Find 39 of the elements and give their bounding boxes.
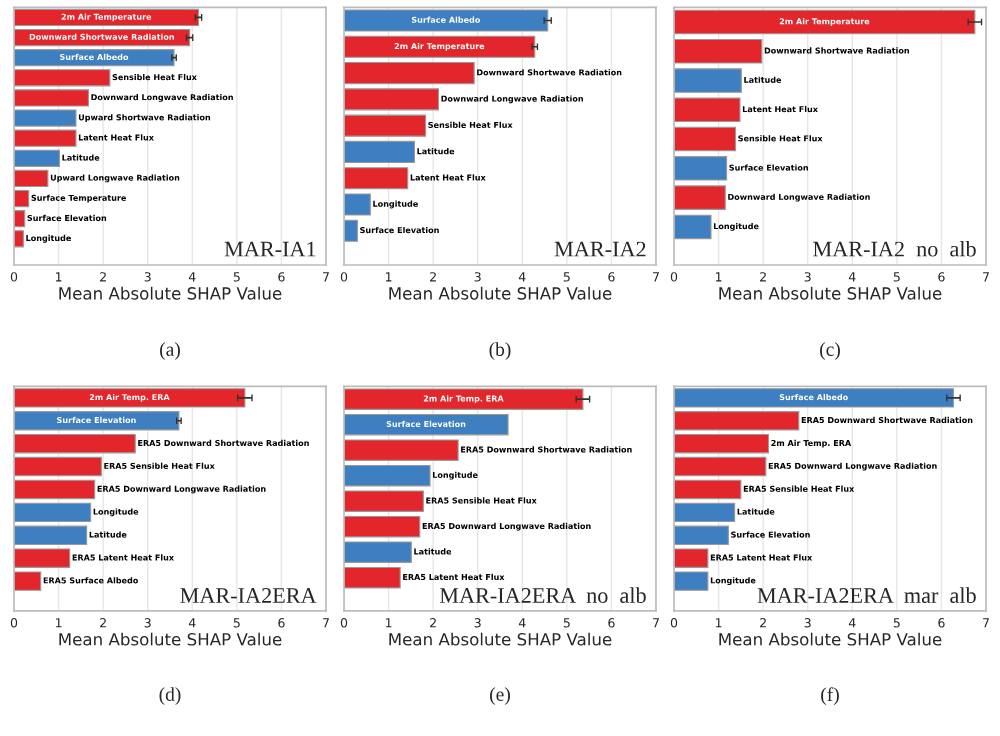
x-axis-title: Mean Absolute SHAP Value — [59, 632, 282, 646]
annotation: MAR-IA2ERA — [180, 588, 317, 603]
x-axis-title: Mean Absolute SHAP Value — [59, 286, 282, 300]
x-axis-title: Mean Absolute SHAP Value — [389, 286, 612, 300]
x-axis-title: Mean Absolute SHAP Value — [719, 286, 942, 300]
annotation: MAR-IA2ERA mar alb — [757, 587, 976, 603]
text: (a) — [160, 342, 180, 360]
annotation: MAR-IA2ERA no alb — [439, 587, 646, 603]
bar — [674, 479, 742, 500]
bar — [344, 388, 584, 410]
bar — [674, 185, 726, 210]
bar — [344, 140, 415, 164]
bar — [674, 97, 741, 123]
bar — [674, 126, 737, 152]
bar — [674, 456, 767, 477]
bar — [344, 62, 475, 85]
bar — [344, 35, 536, 58]
bar — [14, 456, 102, 477]
annotation: MAR-IA2 — [554, 241, 646, 257]
text: (c) — [820, 342, 840, 360]
bar — [344, 219, 358, 242]
annotation: MAR-IA2 no alb — [813, 240, 976, 257]
bar — [344, 167, 409, 190]
bar — [344, 566, 401, 589]
annotation: MAR-IA1 — [224, 241, 316, 257]
bar — [674, 156, 728, 181]
x-axis-title: Mean Absolute SHAP Value — [389, 632, 612, 646]
bar — [674, 39, 763, 64]
x-axis-title: Mean Absolute SHAP Value — [719, 632, 942, 646]
bar — [14, 479, 96, 500]
bar — [674, 214, 712, 240]
bar — [344, 9, 549, 32]
bar — [674, 9, 976, 35]
text: (e) — [490, 687, 510, 705]
text: (f) — [821, 687, 839, 706]
text: (b) — [489, 342, 511, 360]
bar — [344, 193, 371, 216]
text: (d) — [159, 687, 181, 705]
bar — [674, 68, 742, 93]
